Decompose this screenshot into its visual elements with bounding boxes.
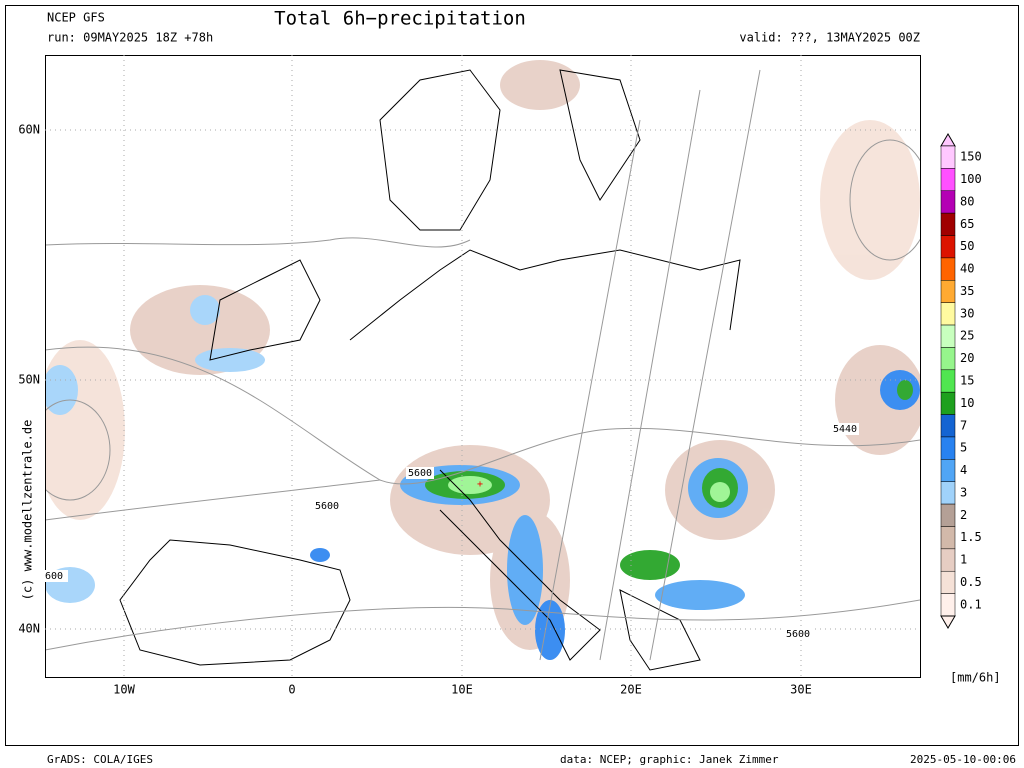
colorbar-box [940,414,956,438]
contour-label: 5600 [313,500,341,512]
colorbar-label: 15 [960,374,974,388]
colorbar-box [940,436,956,460]
credit: (c) www.modellzentrale.de [21,420,35,601]
footer-source: data: NCEP; graphic: Janek Zimmer [560,753,779,766]
colorbar-label: 0.5 [960,575,982,589]
colorbar-label: 3 [960,485,967,499]
colorbar-label: 30 [960,306,974,320]
valid-time: valid: ???, 13MAY2025 00Z [739,31,920,45]
contour-label-bg [40,570,68,582]
contour-label-bg [313,500,341,512]
colorbar-box [940,145,956,169]
legend-unit: [mm/6h] [950,671,1001,685]
colorbar-bottom-arrow [940,615,956,629]
colorbar-box [940,570,956,594]
height-contours [45,69,920,661]
lat-label: 50N [18,373,40,387]
contour-label-text: 5440 [833,424,857,435]
colorbar-label: 40 [960,262,974,276]
colorbar-label: 20 [960,351,974,365]
coastlines [119,69,741,671]
contour-label: 5600 [406,467,434,479]
colorbar-box [940,526,956,550]
contour-label-bg [831,423,859,435]
lat-label: 60N [18,123,40,137]
contour-label-text: 5600 [786,629,810,640]
colorbar-box [940,212,956,236]
colorbar-label: 65 [960,217,974,231]
colorbar-box [940,190,956,214]
lat-label: 40N [18,622,40,636]
colorbar-label: 5 [960,441,967,455]
colorbar-label: 50 [960,239,974,253]
colorbar-box [940,168,956,192]
colorbar-label: 4 [960,463,967,477]
colorbar-label: 0.1 [960,597,982,611]
contour-label-text: 5600 [315,501,339,512]
contour-label: 5440 [831,423,859,435]
footer-timestamp: 2025-05-10-00:06 [910,753,1016,766]
colorbar-label: 25 [960,329,974,343]
contour-label: 600 [40,570,68,582]
contour-label: 5600 [784,628,812,640]
colorbar-label: 100 [960,172,982,186]
colorbar-box [940,593,956,617]
colorbar-box [940,257,956,281]
contour-label-text: 600 [45,571,63,582]
colorbar-box [940,481,956,505]
lon-label: 30E [790,683,812,697]
contour-label-bg [784,628,812,640]
colorbar-label: 150 [960,150,982,164]
colorbar-box [940,459,956,482]
footer-software: GrADS: COLA/IGES [47,753,153,766]
lon-label: 10W [113,683,135,697]
lon-label: 10E [451,683,473,697]
colorbar-label: 35 [960,284,974,298]
map: + [45,55,921,678]
contour-label-text: 5600 [408,468,432,479]
colorbar-label: 7 [960,418,967,432]
colorbar-box [940,324,956,348]
contour-label-bg [406,467,434,479]
colorbar-box [940,302,956,326]
colorbar-box [940,280,956,303]
colorbar-box [940,503,956,527]
max-marker: + [477,479,483,490]
colorbar-box [940,347,956,371]
colorbar-label: 10 [960,396,974,410]
colorbar-label: 1 [960,553,967,567]
colorbar-box [940,369,956,393]
colorbar-label: 1.5 [960,530,982,544]
colorbar-box [940,548,956,572]
colorbar-label: 2 [960,508,967,522]
title: Total 6h−precipitation [274,8,526,30]
run-info: run: 09MAY2025 18Z +78h [47,31,213,45]
colorbar-box [940,235,956,259]
colorbar-label: 80 [960,194,974,208]
frame [5,5,1019,746]
colorbar-box [940,391,956,415]
map-frame [45,55,921,678]
lon-label: 20E [620,683,642,697]
lon-label: 0 [288,683,295,697]
model-name: NCEP GFS [47,11,105,25]
